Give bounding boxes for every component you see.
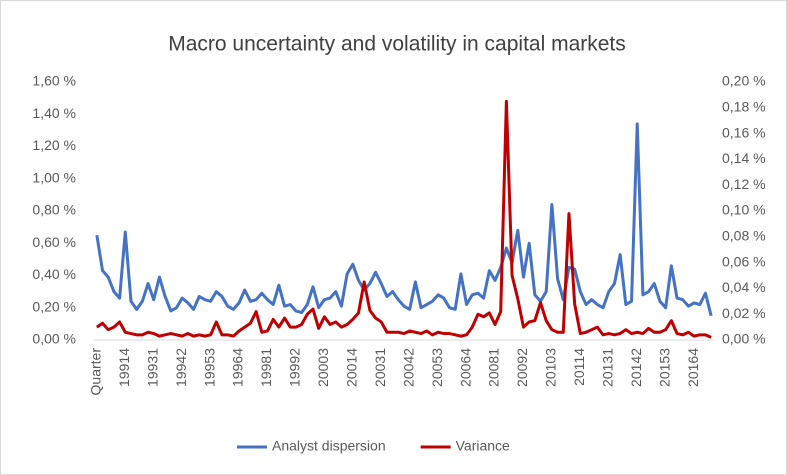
x-tick-label: 20142 [628,348,644,387]
y2-tick-label: 0,04 % [722,279,766,295]
y2-tick-label: 0,10 % [722,202,766,218]
x-tick-label: 19931 [144,348,160,387]
y-tick-label: 1,00 % [32,169,76,185]
chart-title: Macro uncertainty and volatility in capi… [168,33,626,56]
x-tick-label: 20064 [457,348,473,387]
series-line [95,122,713,317]
y-tick-label: 0,60 % [32,234,76,250]
x-tick-label: 20003 [315,348,331,387]
x-tick-label: 19914 [116,348,132,387]
x-tick-label: 19981 [258,348,274,387]
y-tick-label: 0,00 % [32,331,76,347]
y-tick-label: 0,40 % [32,266,76,282]
x-tick-label: Quarter [88,348,104,396]
x-tick-label: 20092 [514,348,530,387]
y2-tick-label: 0,18 % [722,99,766,115]
x-tick-label: 19964 [230,348,246,387]
y2-tick-label: 0,12 % [722,176,766,192]
series-line [95,99,712,339]
y2-tick-label: 0,14 % [722,150,766,166]
y-tick-label: 1,40 % [32,105,76,121]
x-tick-label: 20131 [599,348,615,387]
x-tick-label: 19992 [287,348,303,387]
x-tick-label: 20114 [571,348,587,386]
y2-tick-label: 0,16 % [722,124,766,140]
x-tick-label: 20153 [656,348,672,387]
y-tick-label: 1,60 % [32,73,76,89]
y-tick-label: 1,20 % [32,137,76,153]
y2-tick-label: 0,20 % [722,73,766,89]
x-tick-label: 20081 [486,348,502,387]
legend-label: Variance [456,438,510,454]
y-tick-label: 0,20 % [32,298,76,314]
y2-tick-label: 0,00 % [722,331,766,347]
x-tick-label: 20053 [429,348,445,387]
legend-label: Analyst dispersion [272,438,386,454]
x-tick-label: 20103 [543,348,559,387]
y2-tick-label: 0,08 % [722,228,766,244]
x-tick-label: 20164 [685,348,701,387]
y2-tick-label: 0,02 % [722,305,766,321]
x-tick-label: 20014 [344,348,360,387]
x-tick-label: 19942 [173,348,189,387]
x-tick-label: 19953 [201,348,217,387]
x-tick-label: 20042 [400,348,416,387]
y-tick-label: 0,80 % [32,202,76,218]
x-tick-label: 20031 [372,348,388,387]
y2-tick-label: 0,06 % [722,253,766,269]
